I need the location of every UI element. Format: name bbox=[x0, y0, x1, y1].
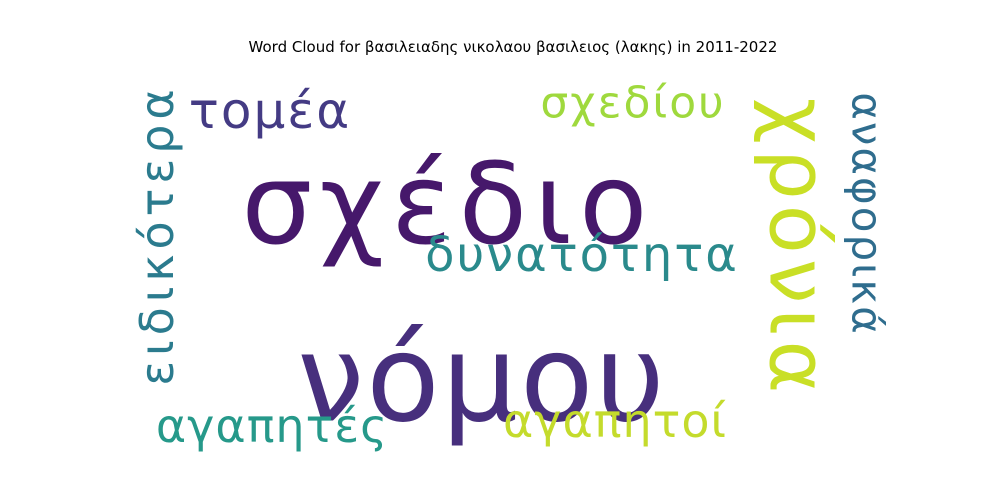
word-8: αναφορικά bbox=[843, 92, 892, 336]
word-2: νόμου bbox=[297, 311, 667, 450]
word-3: χρόνια bbox=[752, 98, 845, 398]
word-7: ειδικότερα bbox=[130, 84, 184, 385]
word-1: σχέδιο bbox=[241, 140, 654, 270]
chart-title: Word Cloud for βασιλειαδης νικολαου βασι… bbox=[249, 38, 778, 56]
word-6: σχεδίου bbox=[540, 78, 725, 129]
word-4: δυνατότητα bbox=[425, 227, 739, 283]
word-9: αγαπητές bbox=[156, 399, 388, 453]
word-10: αγαπητοί bbox=[503, 394, 727, 448]
word-5: τομέα bbox=[189, 82, 352, 140]
